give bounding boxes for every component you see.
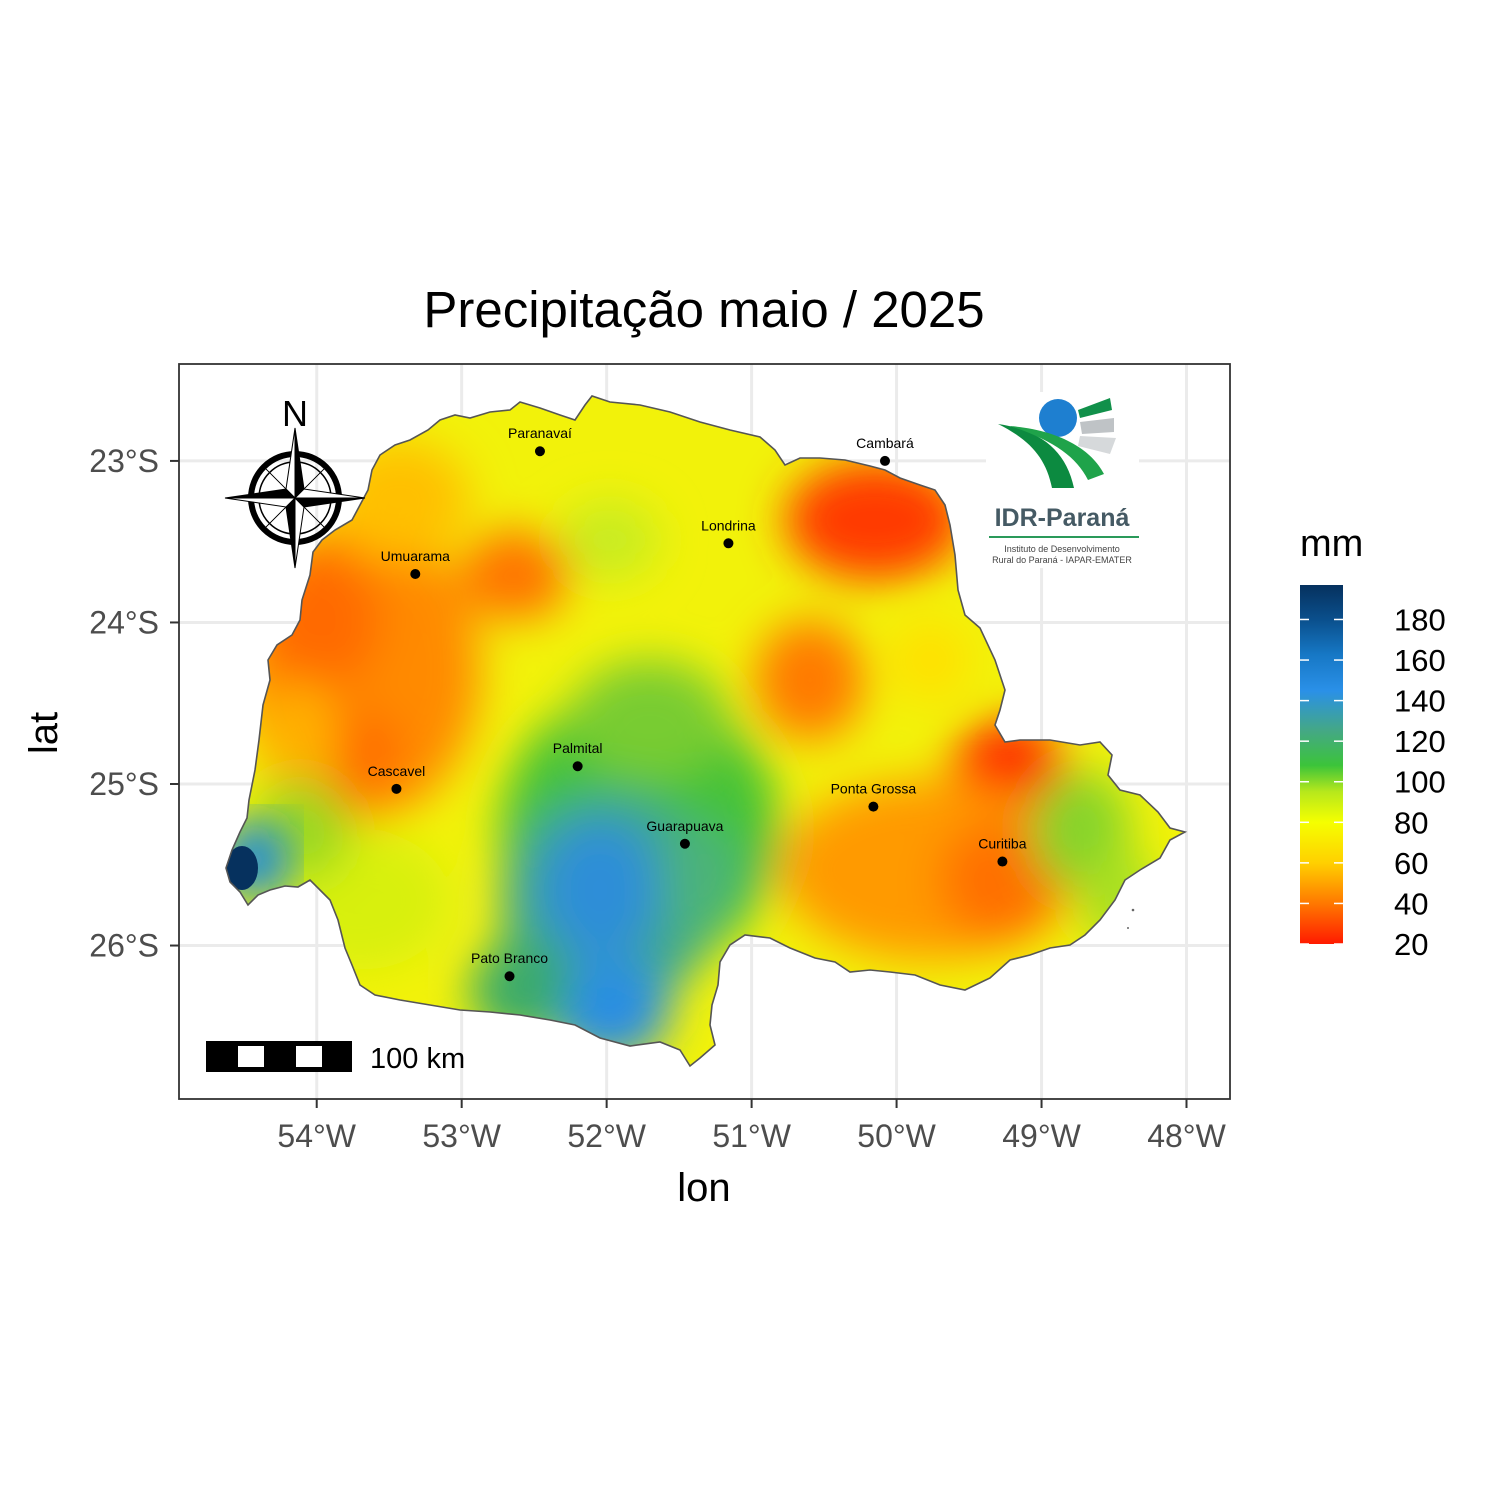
x-axis-title: lon [677, 1166, 730, 1210]
legend-tick-label: 20 [1394, 927, 1428, 962]
x-tick-label: 51°W [712, 1118, 791, 1154]
city-label: Londrina [701, 517, 756, 533]
x-tick-label: 49°W [1002, 1118, 1081, 1154]
legend-tick-label: 100 [1394, 765, 1446, 800]
panel-border [178, 363, 1231, 1100]
scale-bar-label: 100 km [370, 1043, 465, 1075]
city-label: Ponta Grossa [831, 781, 917, 797]
city-point [997, 856, 1008, 867]
x-tick-label: 50°W [857, 1118, 936, 1154]
city-markers: Paranavaí Cambará Londrina Umuarama Palmital… [368, 425, 1027, 982]
city-point [534, 446, 545, 457]
city-point [868, 801, 879, 812]
city-point [723, 538, 734, 549]
logo-subtitle-2: Rural do Paraná - IAPAR-EMATER [992, 555, 1132, 565]
y-axis: 23°S 24°S 25°S 26°S [89, 443, 179, 964]
legend-tick-label: 60 [1394, 846, 1428, 881]
city-label: Cascavel [368, 763, 426, 779]
logo-road [998, 424, 1074, 488]
idr-parana-logo: IDR-Paraná Instituto de Desenvolvimento … [986, 392, 1139, 568]
y-axis-title: lat [22, 712, 66, 754]
logo-subtitle-1: Instituto de Desenvolvimento [1004, 544, 1120, 554]
city-label: Guarapuava [646, 818, 723, 834]
city-point [679, 838, 690, 849]
city-point [504, 971, 515, 982]
scale-bar: 100 km [206, 1041, 465, 1075]
legend-tick-label: 140 [1394, 684, 1446, 719]
x-axis: 54°W 53°W 52°W 51°W 50°W 49°W 48°W [277, 1099, 1227, 1154]
logo-stripe [1078, 398, 1112, 418]
legend-title: mm [1300, 523, 1363, 565]
logo-stripe [1080, 418, 1114, 434]
coastal-island [1127, 927, 1129, 929]
x-tick-label: 54°W [277, 1118, 356, 1154]
city-point [572, 761, 583, 772]
color-legend: mm 180 160 140 120 100 80 60 40 20 [1300, 523, 1446, 962]
city-label: Palmital [553, 740, 603, 756]
map-title: Precipitação maio / 2025 [423, 281, 984, 338]
legend-tick-label: 40 [1394, 886, 1428, 921]
x-tick-label: 53°W [422, 1118, 501, 1154]
logo-road [1010, 426, 1104, 480]
city-label: Cambará [856, 435, 914, 451]
city-point [391, 783, 402, 794]
north-arrow-label: N [282, 393, 308, 434]
city-point [879, 455, 890, 466]
city-label: Curitiba [978, 836, 1026, 852]
north-arrow: N [224, 393, 366, 569]
y-tick-label: 26°S [89, 928, 159, 964]
x-tick-label: 52°W [567, 1118, 646, 1154]
legend-tick-label: 160 [1394, 643, 1446, 678]
logo-stripe [1078, 436, 1116, 454]
state-border-parana [225, 395, 1188, 1068]
y-tick-label: 25°S [89, 766, 159, 802]
legend-tick-label: 120 [1394, 724, 1446, 759]
legend-tick-label: 180 [1394, 602, 1446, 637]
legend-colorbar [1300, 585, 1343, 944]
logo-sun [1039, 399, 1077, 437]
map-panel: Paranavaí Cambará Londrina Umuarama Palmital… [178, 363, 1231, 1100]
x-tick-label: 48°W [1147, 1118, 1226, 1154]
city-label: Pato Branco [471, 950, 548, 966]
coastal-island [1131, 908, 1135, 912]
city-label: Paranavaí [508, 425, 572, 441]
y-tick-label: 24°S [89, 604, 159, 640]
city-point [410, 569, 421, 579]
logo-name: IDR-Paraná [995, 504, 1130, 532]
city-label: Umuarama [381, 548, 450, 564]
y-tick-label: 23°S [89, 443, 159, 479]
legend-tick-label: 80 [1394, 805, 1428, 840]
